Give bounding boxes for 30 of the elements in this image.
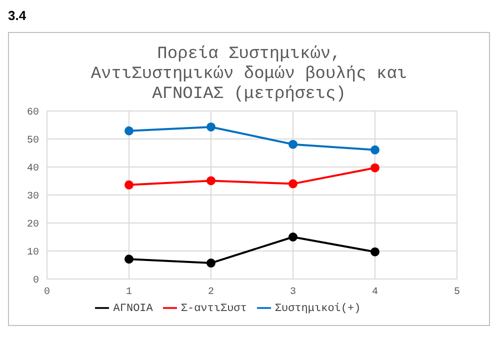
x-tick-label: 1 bbox=[126, 287, 132, 298]
point bbox=[124, 126, 134, 136]
point bbox=[124, 254, 134, 264]
point bbox=[206, 258, 216, 268]
y-tick-label: 10 bbox=[26, 248, 39, 259]
chart-title: Πορεία Συστημικών, ΑντιΣυστημικών δομών βουλής και ΑΓΝΟΙΑΣ (μετρήσεις) bbox=[90, 45, 408, 105]
point bbox=[206, 176, 216, 186]
point bbox=[370, 163, 380, 172]
point bbox=[288, 140, 298, 149]
point bbox=[370, 145, 380, 154]
y-tick-label: 50 bbox=[26, 136, 39, 147]
x-tick-label: 0 bbox=[44, 287, 50, 298]
point bbox=[288, 232, 298, 242]
legend-label: Σ-αντιΣυστ bbox=[180, 302, 247, 315]
point bbox=[206, 122, 216, 132]
y-tick-label: 40 bbox=[26, 164, 39, 175]
legend-label: Συστημικοί(+) bbox=[274, 302, 361, 315]
point bbox=[370, 247, 380, 256]
x-tick-label: 2 bbox=[208, 287, 214, 298]
point bbox=[124, 180, 134, 190]
y-tick-label: 0 bbox=[32, 276, 39, 287]
x-tick-label: 3 bbox=[290, 287, 296, 298]
x-tick-label: 4 bbox=[372, 287, 378, 298]
text: 3.4 bbox=[8, 8, 26, 23]
y-tick-label: 60 bbox=[26, 108, 39, 119]
legend-label: ΑΓΝΟΙΑ bbox=[113, 302, 153, 315]
point bbox=[288, 179, 298, 188]
y-tick-label: 30 bbox=[26, 192, 39, 203]
x-tick-label: 5 bbox=[454, 287, 460, 298]
y-tick-label: 20 bbox=[26, 220, 39, 231]
